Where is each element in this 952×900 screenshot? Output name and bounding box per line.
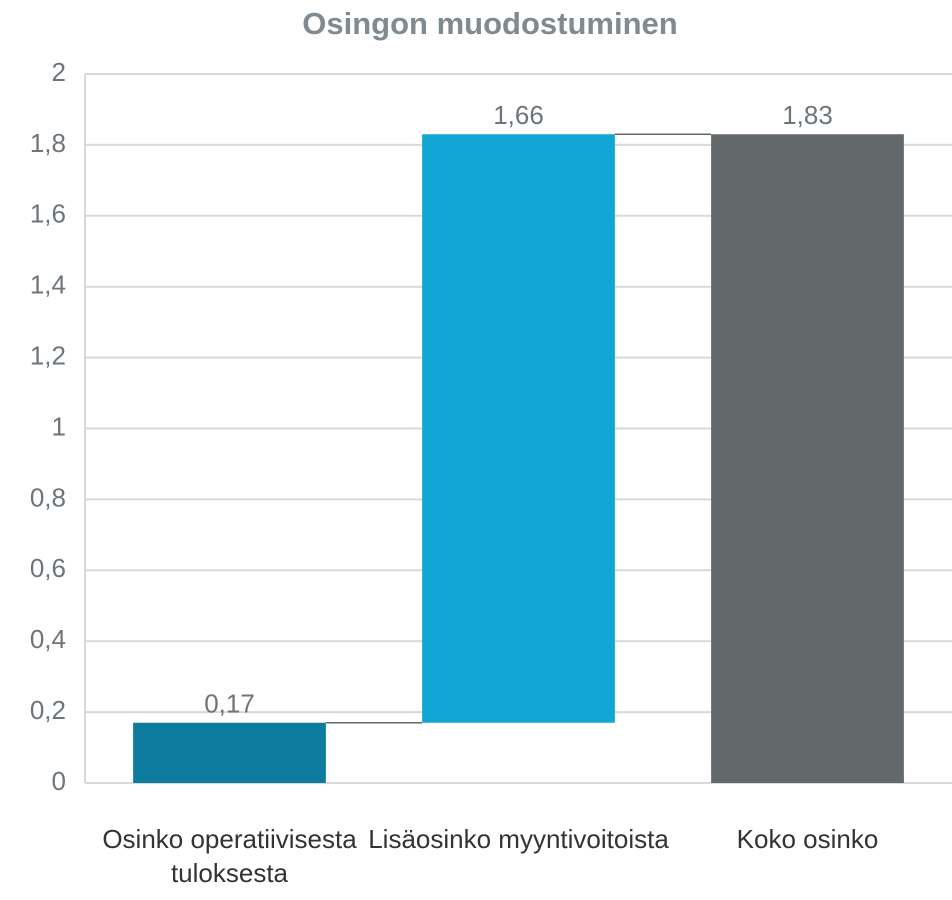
x-tick-label: Osinko operatiivisesta tuloksesta xyxy=(102,824,357,888)
bar xyxy=(133,722,326,783)
bar xyxy=(711,134,904,783)
y-tick-label: 0,6 xyxy=(30,553,66,583)
data-label: 0,17 xyxy=(204,689,255,719)
x-tick-label: Koko osinko xyxy=(736,824,879,854)
data-label: 1,66 xyxy=(493,100,544,130)
y-tick-label: 1,8 xyxy=(30,128,66,158)
chart-title: Osingon muodostuminen xyxy=(302,6,677,41)
y-tick-label: 1,4 xyxy=(30,270,66,300)
y-tick-label: 0,4 xyxy=(30,624,66,654)
y-tick-label: 0,2 xyxy=(30,695,66,725)
y-tick-label: 0,8 xyxy=(30,482,66,512)
x-tick-label: Lisäosinko myyntivoitoista xyxy=(368,824,669,854)
y-tick-label: 2 xyxy=(52,57,66,87)
y-tick-label: 1,2 xyxy=(30,340,66,370)
y-tick-label: 1 xyxy=(52,411,66,441)
data-label: 1,83 xyxy=(782,100,833,130)
y-tick-label: 0 xyxy=(52,766,66,796)
y-tick-label: 1,6 xyxy=(30,199,66,229)
bar xyxy=(422,134,615,723)
